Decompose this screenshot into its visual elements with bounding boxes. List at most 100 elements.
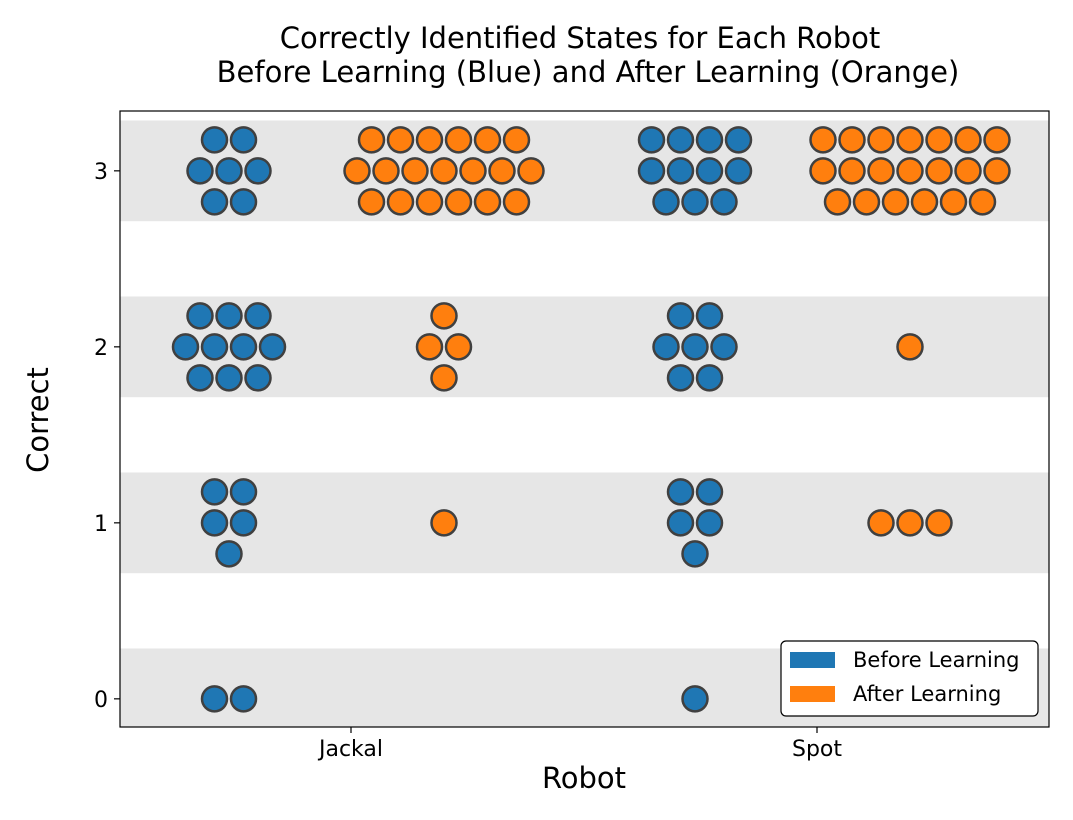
data-markers [171, 126, 1011, 713]
marker-before [258, 333, 287, 361]
marker-before [710, 333, 738, 361]
marker-before [666, 364, 695, 392]
marker-after [881, 188, 910, 216]
marker-after [809, 157, 837, 185]
marker-before [666, 126, 695, 154]
marker-before [710, 188, 738, 216]
marker-before [244, 157, 272, 185]
marker-after [502, 126, 531, 154]
marker-after [896, 509, 924, 537]
marker-after [444, 126, 473, 154]
marker-before [229, 333, 258, 361]
marker-before [186, 364, 214, 392]
chart-title-line1: Correctly Identified States for Each Rob… [280, 21, 881, 55]
marker-after [954, 126, 982, 154]
y-tick-label: 2 [94, 336, 108, 361]
legend-label-after: After Learning [853, 682, 1001, 706]
marker-after [386, 126, 415, 154]
marker-after [430, 302, 458, 330]
marker-before [229, 188, 258, 216]
marker-before [171, 333, 200, 361]
chart-title-line2: Before Learning (Blue) and After Learnin… [217, 55, 960, 89]
marker-after [925, 126, 953, 154]
x-tick-label: Jackal [317, 737, 383, 762]
marker-before [244, 302, 272, 330]
marker-before [637, 126, 666, 154]
marker-after [867, 509, 895, 537]
marker-before [229, 126, 258, 154]
x-axis-ticks: Jackal Spot [317, 727, 842, 762]
marker-after [896, 126, 924, 154]
marker-after [968, 188, 997, 216]
marker-after [517, 157, 545, 185]
marker-before [200, 478, 229, 506]
marker-after [983, 157, 1011, 185]
marker-before [229, 478, 258, 506]
marker-after [372, 157, 400, 185]
marker-before [666, 302, 695, 330]
marker-before [666, 509, 695, 537]
marker-before [637, 157, 666, 185]
marker-before [695, 126, 724, 154]
marker-before [200, 509, 229, 537]
marker-after [444, 333, 473, 361]
marker-before [695, 302, 724, 330]
marker-after [473, 126, 502, 154]
marker-after [357, 188, 386, 216]
y-tick-label: 0 [94, 688, 108, 713]
marker-before [200, 126, 229, 154]
y-tick-label: 1 [94, 512, 108, 537]
marker-after [430, 157, 458, 185]
legend: Before Learning After Learning [780, 640, 1039, 717]
marker-before [215, 302, 243, 330]
marker-after [896, 333, 924, 361]
marker-before [666, 157, 695, 185]
marker-before [695, 509, 724, 537]
marker-before [200, 685, 229, 713]
marker-after [430, 364, 458, 392]
marker-after [983, 126, 1011, 154]
marker-after [415, 126, 444, 154]
marker-after [925, 509, 953, 537]
marker-after [823, 188, 852, 216]
marker-after [896, 157, 924, 185]
marker-before [200, 333, 229, 361]
marker-before [681, 685, 709, 713]
plot-frame [119, 110, 1050, 728]
category-bands [120, 120, 1049, 727]
marker-after [415, 188, 444, 216]
marker-before [244, 364, 272, 392]
marker-after [444, 188, 473, 216]
legend-swatch-before [790, 652, 835, 668]
marker-after [502, 188, 531, 216]
marker-before [724, 157, 753, 185]
y-axis-ticks: 0 1 2 3 [94, 160, 120, 713]
marker-before [186, 157, 214, 185]
marker-before [666, 478, 695, 506]
marker-after [343, 157, 371, 185]
marker-after [488, 157, 516, 185]
marker-after [867, 126, 895, 154]
marker-before [724, 126, 753, 154]
marker-after [430, 509, 458, 537]
marker-after [401, 157, 429, 185]
marker-after [838, 157, 866, 185]
marker-before [186, 302, 214, 330]
marker-after [357, 126, 386, 154]
marker-after [939, 188, 968, 216]
marker-after [867, 157, 895, 185]
marker-after [954, 157, 982, 185]
marker-after [925, 157, 953, 185]
marker-before [215, 540, 243, 568]
marker-after [852, 188, 881, 216]
marker-after [473, 188, 502, 216]
legend-box [780, 640, 1039, 717]
marker-before [695, 364, 724, 392]
marker-after [838, 126, 866, 154]
marker-before [652, 188, 680, 216]
marker-after [910, 188, 939, 216]
marker-before [200, 188, 229, 216]
marker-before [681, 540, 709, 568]
y-axis-label: Correct [21, 367, 55, 473]
